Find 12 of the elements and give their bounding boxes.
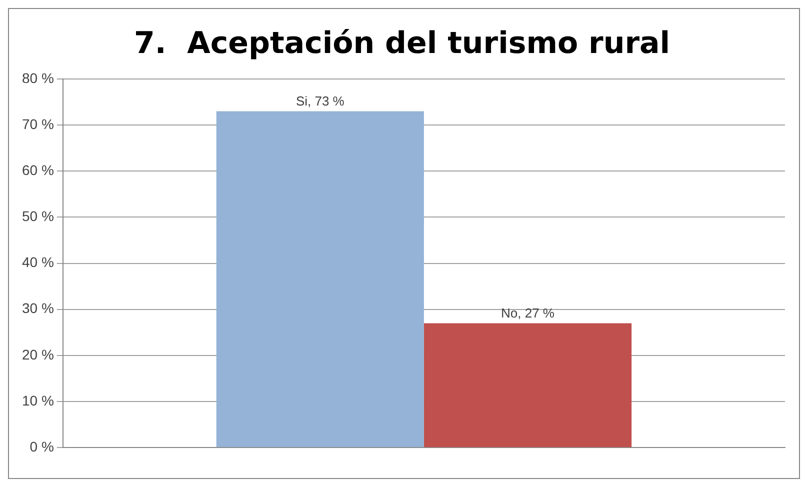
y-tick-label: 40 %	[22, 254, 54, 270]
y-tick-label: 80 %	[22, 70, 54, 86]
chart-title: 7. Aceptación del turismo rural	[134, 26, 670, 61]
data-label: No, 27 %	[501, 305, 555, 320]
y-tick-label: 60 %	[22, 162, 54, 178]
y-tick-label: 0 %	[30, 438, 54, 454]
y-tick-label: 10 %	[22, 392, 54, 408]
y-tick-label: 30 %	[22, 300, 54, 316]
y-tick-label: 50 %	[22, 208, 54, 224]
y-tick-label: 70 %	[22, 116, 54, 132]
y-tick-label: 20 %	[22, 346, 54, 362]
data-label: Si, 73 %	[296, 93, 345, 108]
